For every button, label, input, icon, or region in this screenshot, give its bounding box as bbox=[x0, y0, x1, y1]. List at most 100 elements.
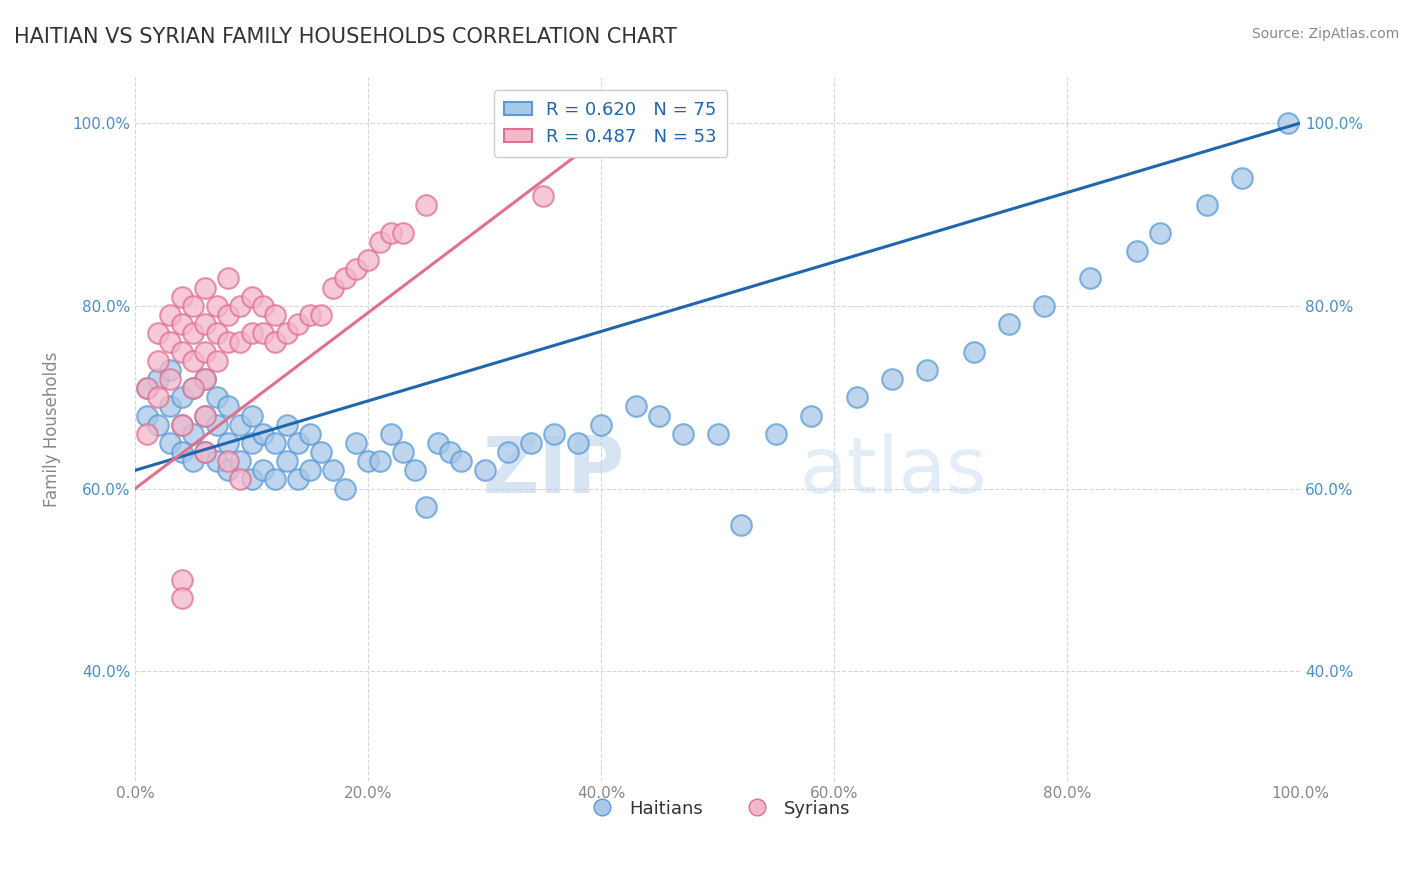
Point bbox=[1126, 244, 1149, 258]
Point bbox=[170, 417, 193, 432]
Point bbox=[333, 271, 356, 285]
Point bbox=[217, 335, 239, 350]
Point bbox=[217, 400, 239, 414]
Point bbox=[183, 326, 205, 341]
Point bbox=[229, 299, 252, 313]
Point bbox=[183, 426, 205, 441]
Point bbox=[148, 353, 170, 368]
Point bbox=[217, 454, 239, 468]
Point bbox=[252, 299, 274, 313]
Point bbox=[135, 381, 157, 395]
Point bbox=[730, 518, 752, 533]
Point bbox=[276, 326, 298, 341]
Point bbox=[229, 417, 252, 432]
Point bbox=[392, 445, 415, 459]
Point bbox=[240, 473, 263, 487]
Point bbox=[648, 409, 671, 423]
Legend: Haitians, Syrians: Haitians, Syrians bbox=[576, 792, 858, 825]
Point bbox=[159, 363, 181, 377]
Point bbox=[205, 353, 228, 368]
Point bbox=[264, 308, 287, 322]
Point bbox=[159, 436, 181, 450]
Point bbox=[1195, 198, 1218, 212]
Point bbox=[194, 317, 217, 331]
Point bbox=[520, 436, 543, 450]
Point bbox=[276, 417, 298, 432]
Point bbox=[543, 426, 565, 441]
Point bbox=[183, 381, 205, 395]
Point bbox=[264, 436, 287, 450]
Point bbox=[205, 326, 228, 341]
Point bbox=[322, 463, 344, 477]
Point bbox=[333, 482, 356, 496]
Point bbox=[135, 381, 157, 395]
Point bbox=[311, 308, 333, 322]
Point bbox=[298, 426, 321, 441]
Point bbox=[170, 390, 193, 404]
Point bbox=[194, 409, 217, 423]
Text: Source: ZipAtlas.com: Source: ZipAtlas.com bbox=[1251, 27, 1399, 41]
Point bbox=[882, 372, 904, 386]
Point bbox=[450, 454, 472, 468]
Text: ZIP: ZIP bbox=[482, 434, 624, 509]
Point bbox=[205, 299, 228, 313]
Point bbox=[170, 417, 193, 432]
Point bbox=[194, 344, 217, 359]
Point bbox=[170, 344, 193, 359]
Point bbox=[298, 308, 321, 322]
Point bbox=[135, 409, 157, 423]
Point bbox=[183, 454, 205, 468]
Point bbox=[240, 326, 263, 341]
Point bbox=[194, 409, 217, 423]
Point bbox=[276, 454, 298, 468]
Point bbox=[357, 253, 380, 268]
Point bbox=[194, 372, 217, 386]
Point bbox=[148, 326, 170, 341]
Point bbox=[380, 426, 402, 441]
Point bbox=[148, 390, 170, 404]
Point bbox=[765, 426, 787, 441]
Point bbox=[392, 226, 415, 240]
Point bbox=[240, 436, 263, 450]
Point bbox=[567, 436, 589, 450]
Point bbox=[1230, 170, 1253, 185]
Point bbox=[264, 335, 287, 350]
Point bbox=[148, 372, 170, 386]
Point bbox=[264, 473, 287, 487]
Point bbox=[240, 290, 263, 304]
Point bbox=[496, 445, 519, 459]
Point bbox=[229, 454, 252, 468]
Point bbox=[474, 463, 496, 477]
Point bbox=[368, 235, 391, 249]
Point bbox=[415, 198, 437, 212]
Point bbox=[624, 400, 647, 414]
Point bbox=[963, 344, 986, 359]
Point bbox=[357, 454, 380, 468]
Point bbox=[159, 308, 181, 322]
Point bbox=[194, 445, 217, 459]
Point bbox=[252, 326, 274, 341]
Point bbox=[439, 445, 461, 459]
Point bbox=[217, 271, 239, 285]
Point bbox=[159, 372, 181, 386]
Point bbox=[346, 262, 368, 277]
Point bbox=[287, 436, 309, 450]
Point bbox=[380, 226, 402, 240]
Point bbox=[205, 417, 228, 432]
Point bbox=[346, 436, 368, 450]
Point bbox=[252, 426, 274, 441]
Point bbox=[194, 372, 217, 386]
Point bbox=[159, 400, 181, 414]
Point bbox=[170, 445, 193, 459]
Point bbox=[170, 591, 193, 606]
Point bbox=[1032, 299, 1054, 313]
Point bbox=[531, 189, 554, 203]
Point bbox=[183, 381, 205, 395]
Point bbox=[217, 308, 239, 322]
Point bbox=[997, 317, 1019, 331]
Point bbox=[800, 409, 823, 423]
Point bbox=[229, 473, 252, 487]
Point bbox=[1149, 226, 1171, 240]
Point bbox=[368, 454, 391, 468]
Point bbox=[415, 500, 437, 514]
